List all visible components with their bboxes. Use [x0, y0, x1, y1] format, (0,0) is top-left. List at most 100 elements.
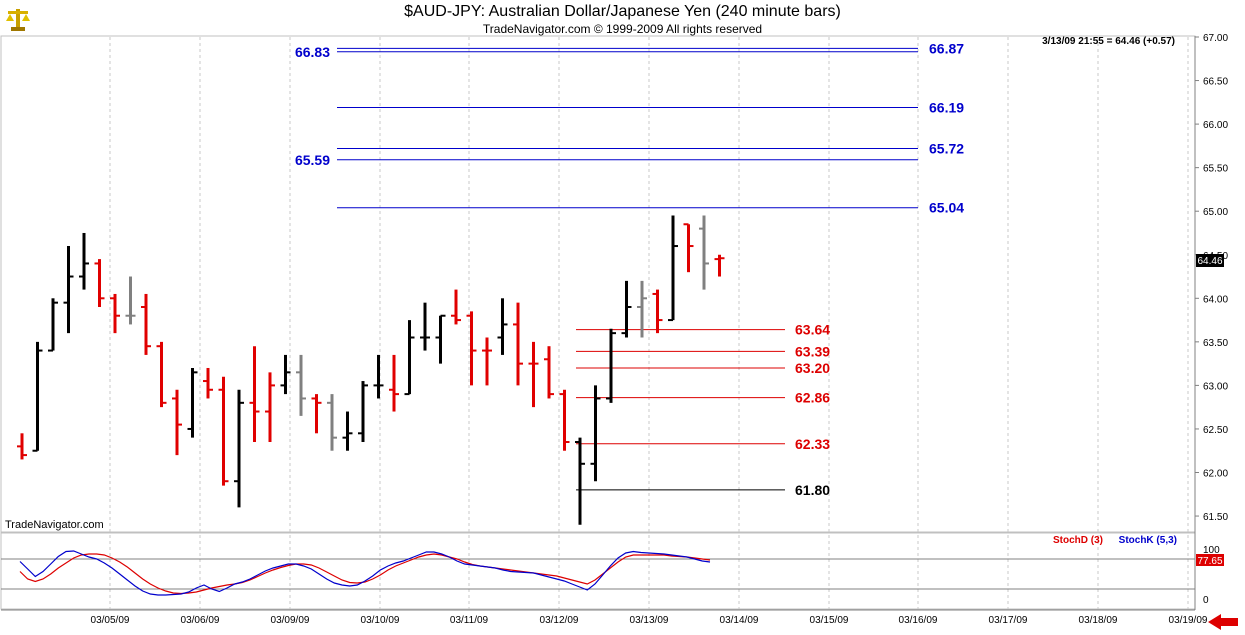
level-label: 66.87 — [929, 40, 964, 56]
price-bar — [621, 280, 632, 338]
price-bar — [265, 372, 275, 443]
price-bar — [668, 215, 678, 322]
x-tick-label: 03/10/09 — [361, 615, 400, 626]
y-tick-label: 66.50 — [1203, 77, 1228, 88]
stochk-line — [19, 550, 711, 596]
price-bar — [218, 376, 229, 486]
price-bar — [590, 385, 601, 482]
price-bar — [544, 346, 554, 399]
x-tick-label: 03/17/09 — [989, 615, 1028, 626]
price-bar — [683, 223, 694, 273]
price-bar — [110, 293, 120, 334]
price-bars — [17, 215, 725, 525]
level-label: 62.86 — [795, 390, 830, 406]
scroll-right-arrow-icon[interactable] — [1208, 614, 1240, 635]
price-bar — [172, 389, 182, 456]
y-tick-label: 62.00 — [1203, 469, 1228, 480]
chart-subtitle: TradeNavigator.com © 1999-2009 All right… — [482, 22, 763, 36]
price-bar — [528, 341, 539, 408]
y-axis-ticks: 67.0066.5066.0065.5065.0064.5064.0063.50… — [1195, 33, 1228, 523]
x-tick-label: 03/12/09 — [540, 615, 579, 626]
x-tick-label: 03/09/09 — [271, 615, 310, 626]
x-tick-label: 03/06/09 — [181, 615, 220, 626]
level-label: 63.20 — [795, 360, 830, 376]
price-bar — [358, 381, 368, 443]
scales-logo-icon — [3, 3, 33, 33]
price-bar — [482, 337, 492, 386]
last-price-label: 64.46 — [1197, 256, 1222, 267]
price-bar — [203, 367, 213, 399]
price-bar — [652, 289, 663, 334]
price-bar — [48, 298, 58, 352]
price-bar — [280, 354, 291, 395]
chart-title: $AUD-JPY: Australian Dollar/Japanese Yen… — [404, 3, 841, 20]
price-bar — [79, 232, 89, 290]
price-bar — [234, 389, 244, 508]
y-tick-label: 63.00 — [1203, 381, 1228, 392]
grid — [109, 37, 1189, 609]
price-bar — [373, 354, 384, 399]
legend-stochd: StochD (3) — [1053, 535, 1103, 546]
stoch-plot-frame — [0, 532, 1196, 610]
y-tick-label: 65.50 — [1203, 164, 1228, 175]
y-tick-label: 62.50 — [1203, 425, 1228, 436]
stochd-line — [19, 553, 711, 595]
x-tick-label: 03/16/09 — [899, 615, 938, 626]
stoch-legend: StochD (3) StochK (5,3) — [1053, 535, 1177, 546]
level-label: 63.64 — [795, 322, 830, 338]
price-bar — [17, 433, 27, 460]
price-bar — [637, 280, 647, 338]
price-bar — [342, 411, 353, 451]
price-bar — [497, 298, 508, 355]
price-bar — [63, 246, 74, 334]
level-label: 61.80 — [795, 482, 830, 498]
stoch-last-tag: 77.65 — [1196, 554, 1224, 567]
level-label: 65.59 — [295, 152, 330, 168]
price-readout: 3/13/09 21:55 = 64.46 (+0.57) — [1042, 36, 1175, 47]
price-bar — [296, 354, 306, 416]
y-tick-label: 63.50 — [1203, 338, 1228, 349]
price-bar — [156, 341, 167, 408]
price-bar — [466, 311, 477, 386]
x-tick-label: 03/13/09 — [630, 615, 669, 626]
x-tick-label: 03/05/09 — [91, 615, 130, 626]
price-bar — [714, 254, 725, 277]
price-bar — [559, 389, 570, 451]
level-label: 66.19 — [929, 100, 964, 116]
price-bar — [389, 354, 399, 412]
stoch-y-tick-label: 100 — [1203, 545, 1220, 556]
level-label: 65.04 — [929, 200, 964, 216]
y-tick-label: 67.00 — [1203, 33, 1228, 44]
main-plot-frame — [0, 35, 1196, 533]
price-bar — [575, 437, 585, 525]
level-label: 65.72 — [929, 140, 964, 156]
x-tick-label: 03/19/09 — [1169, 615, 1208, 626]
fib-levels: 66.87 66.83 66.19 65.72 65.59 65.04 63.64 63.39… — [295, 40, 964, 498]
x-axis-ticks: 03/05/09 03/06/09 03/09/09 03/10/09 03/11/09… — [91, 615, 1208, 626]
x-tick-label: 03/18/09 — [1079, 615, 1118, 626]
price-bar — [435, 314, 446, 364]
level-label: 66.83 — [295, 44, 330, 60]
price-bar — [606, 328, 616, 403]
price-bar — [311, 394, 322, 434]
price-bar — [699, 215, 709, 290]
price-bar — [513, 302, 523, 386]
chart-title-bar: $AUD-JPY: Australian Dollar/Japanese Yen… — [0, 0, 1245, 36]
price-bar — [187, 367, 198, 438]
stochastic-panel: 100 0 — [1, 545, 1220, 606]
price-bar — [125, 276, 136, 325]
y-tick-label: 64.00 — [1203, 294, 1228, 305]
price-bar — [94, 259, 105, 308]
x-tick-label: 03/14/09 — [720, 615, 759, 626]
price-bar — [249, 346, 260, 443]
x-tick-label: 03/15/09 — [810, 615, 849, 626]
last-price-tag: 64.46 — [1196, 254, 1224, 267]
price-bar — [420, 302, 430, 351]
y-tick-label: 61.50 — [1203, 512, 1228, 523]
level-label: 63.39 — [795, 343, 830, 359]
level-label: 62.33 — [795, 436, 830, 452]
price-bar — [32, 341, 43, 452]
price-bar — [451, 289, 461, 325]
price-bar — [141, 293, 151, 355]
